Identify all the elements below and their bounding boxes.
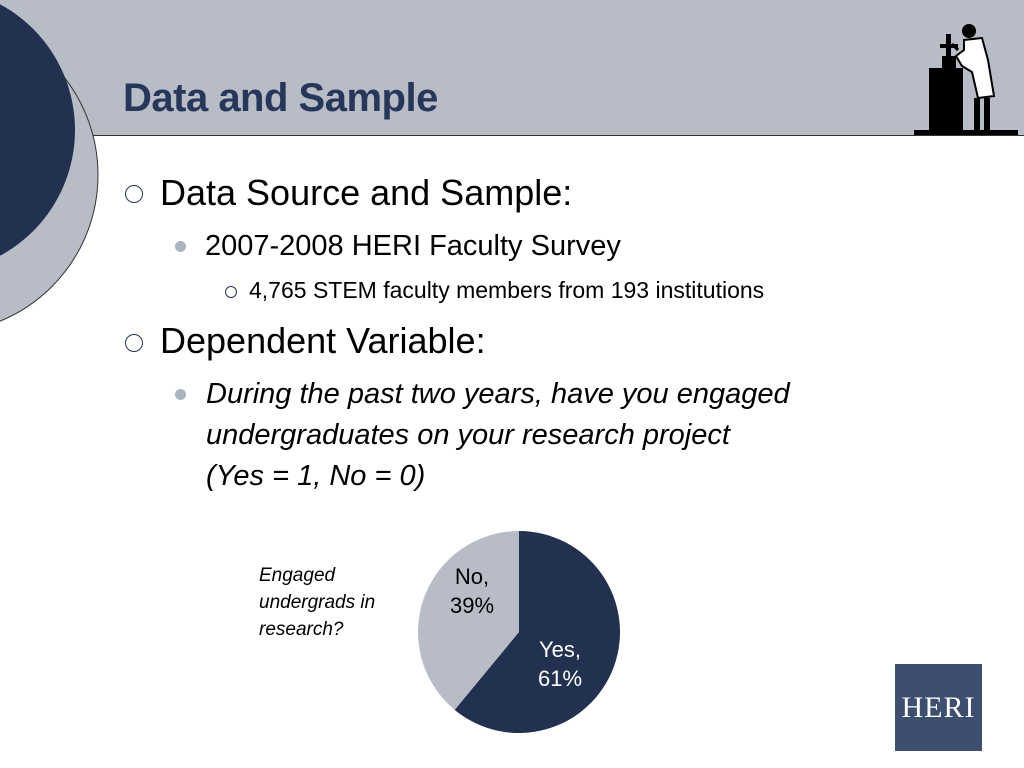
chart-caption: Engaged undergrads in research? <box>259 562 419 643</box>
bullet-ring-icon <box>125 334 143 352</box>
pie-label-no: No, 39% <box>450 564 494 618</box>
question-line-3: (Yes = 1, No = 0) <box>206 460 426 492</box>
bullet-dot-icon <box>175 389 186 400</box>
bullet-data-source: Data Source and Sample: <box>160 172 573 213</box>
heri-logo-text: HERI <box>901 690 976 724</box>
bullet-ring-small-icon <box>225 286 237 298</box>
pie-slice-yes <box>454 531 620 733</box>
scientist-microscope-icon <box>914 24 1018 135</box>
bullet-survey: 2007-2008 HERI Faculty Survey <box>205 230 621 262</box>
header-band <box>0 0 1024 136</box>
pie-label-yes: Yes, 61% <box>538 637 582 691</box>
pie-slice-no <box>418 531 519 710</box>
slide-title: Data and Sample <box>123 76 438 120</box>
chart-caption-line: research? <box>259 619 344 640</box>
bullet-dot-icon <box>175 241 186 252</box>
heri-logo: HERI <box>895 664 982 751</box>
chart-caption-line: Engaged <box>259 565 336 586</box>
chart-caption-line: undergrads in <box>259 592 376 613</box>
bullet-ring-icon <box>125 185 143 203</box>
question-line-2: undergraduates on your research project <box>206 419 730 451</box>
decorative-circles <box>0 4 99 322</box>
question-line-1: During the past two years, have you enga… <box>206 378 790 410</box>
bullet-dependent-variable: Dependent Variable: <box>160 320 486 361</box>
pie-chart: Yes, 61% No, 39% <box>418 531 620 733</box>
bullet-sample: 4,765 STEM faculty members from 193 inst… <box>249 277 765 303</box>
